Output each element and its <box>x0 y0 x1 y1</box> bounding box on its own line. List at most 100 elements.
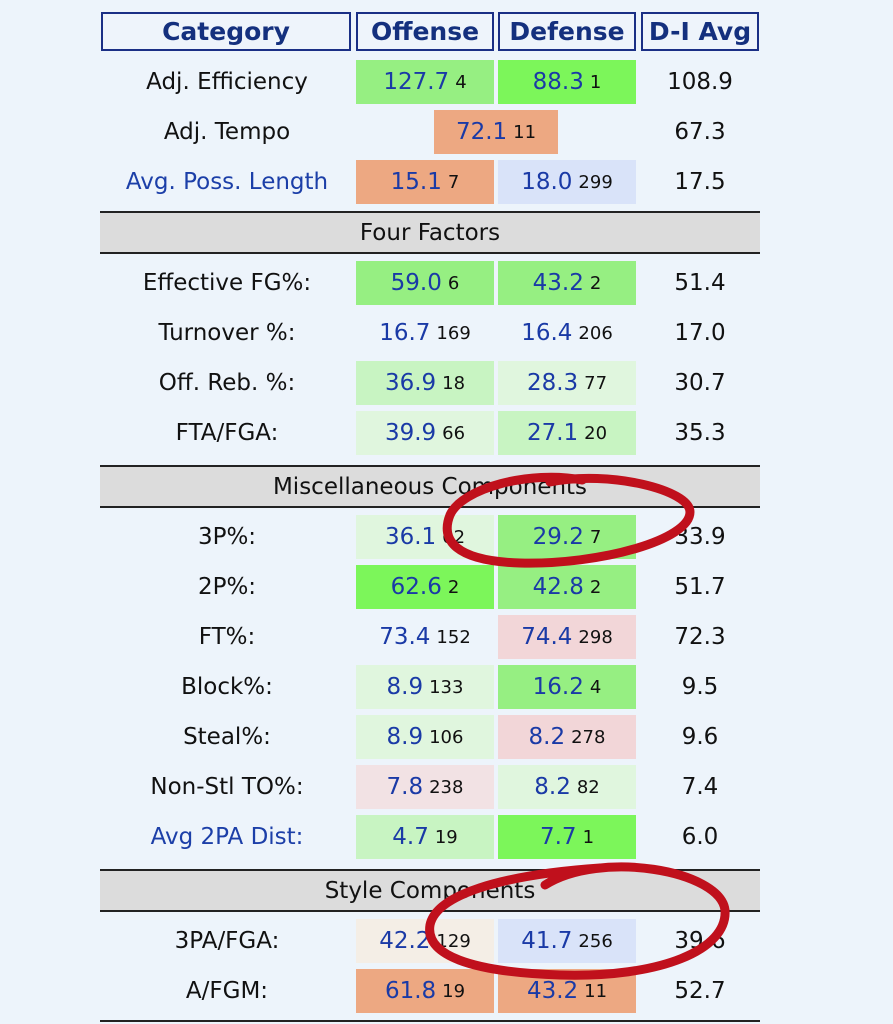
offense-cell: 15.1 7 <box>356 160 494 204</box>
rank: 4 <box>455 71 467 93</box>
header-offense: Offense <box>356 12 494 51</box>
value: 8.9 <box>386 674 424 700</box>
value: 43.2 <box>526 978 579 1004</box>
defense-cell: 28.3 77 <box>498 361 636 405</box>
rank: 11 <box>584 980 608 1002</box>
row-label: A/FGM: <box>185 978 269 1004</box>
defense-cell: 16.2 4 <box>498 665 636 709</box>
row-label: 2P%: <box>197 574 257 600</box>
row-label[interactable]: Avg 2PA Dist: <box>150 824 304 850</box>
offense-cell: 8.9 133 <box>356 665 494 709</box>
rank: 82 <box>576 776 600 798</box>
value: 88.3 <box>532 69 584 95</box>
offense-cell: 16.7 169 <box>356 311 494 355</box>
di-avg-cell: 9.5 <box>681 674 719 700</box>
rank: 11 <box>513 121 537 143</box>
value: 8.2 <box>528 724 566 750</box>
defense-cell: 7.7 1 <box>498 815 636 859</box>
rank: 62 <box>442 526 466 548</box>
value: 7.7 <box>539 824 577 850</box>
di-avg-cell: 51.7 <box>674 574 726 600</box>
value: 28.3 <box>526 370 579 396</box>
rank: 66 <box>442 422 466 444</box>
offense-cell: 8.9 106 <box>356 715 494 759</box>
row-label: 3PA/FGA: <box>174 928 280 954</box>
defense-cell: 18.0 299 <box>498 160 636 204</box>
rank: 1 <box>589 71 602 93</box>
value: 15.1 <box>390 169 442 195</box>
header-defense: Defense <box>498 12 636 51</box>
defense-cell: 8.2 82 <box>498 765 636 809</box>
defense-cell: 43.2 2 <box>498 261 636 305</box>
di-avg-cell: 30.7 <box>674 370 726 396</box>
rank: 7 <box>447 171 460 193</box>
defense-cell: 8.2 278 <box>498 715 636 759</box>
row-label: Effective FG%: <box>142 270 312 296</box>
offense-cell: 7.8 238 <box>356 765 494 809</box>
rank: 6 <box>447 272 460 294</box>
header-category: Category <box>101 12 351 51</box>
defense-cell: 74.4 298 <box>498 615 636 659</box>
section-header: Four Factors <box>100 211 760 254</box>
value: 61.8 <box>384 978 437 1004</box>
di-avg-cell: 33.9 <box>674 524 726 550</box>
value: 8.2 <box>534 774 571 800</box>
value: 18.0 <box>521 169 573 195</box>
defense-cell: 29.2 7 <box>498 515 636 559</box>
offense-cell: 73.4 152 <box>356 615 494 659</box>
value: 4.7 <box>392 824 429 850</box>
row-label: Adj. Efficiency <box>146 69 308 95</box>
rank: 133 <box>429 676 464 698</box>
value: 27.1 <box>526 420 579 446</box>
row-label: Adj. Tempo <box>163 119 291 145</box>
offense-cell: 61.8 19 <box>356 969 494 1013</box>
row-label: Block%: <box>181 674 273 700</box>
rank: 169 <box>436 322 471 344</box>
row-label: Off. Reb. %: <box>158 370 296 396</box>
rank: 238 <box>429 776 464 798</box>
offense-cell: 36.1 62 <box>356 515 494 559</box>
value: 16.2 <box>532 674 584 700</box>
rank: 4 <box>589 676 602 698</box>
offense-cell: 36.9 18 <box>356 361 494 405</box>
value: 42.8 <box>532 574 584 600</box>
offense-cell: 59.0 6 <box>356 261 494 305</box>
di-avg-cell: 51.4 <box>674 270 726 296</box>
value: 74.4 <box>521 624 573 650</box>
row-label: Turnover %: <box>158 320 296 346</box>
value: 72.1 <box>455 119 508 145</box>
rank: 19 <box>442 980 466 1002</box>
table-bottom-border <box>100 1020 760 1022</box>
rank: 18 <box>442 372 466 394</box>
value: 41.7 <box>521 928 573 954</box>
defense-cell: 27.1 20 <box>498 411 636 455</box>
rank: 298 <box>578 626 613 648</box>
value: 16.7 <box>379 320 431 346</box>
row-label: FT%: <box>198 624 256 650</box>
row-label[interactable]: Avg. Poss. Length <box>125 169 329 195</box>
offense-cell: 62.6 2 <box>356 565 494 609</box>
value: 59.0 <box>390 270 442 296</box>
value: 73.4 <box>379 624 431 650</box>
di-avg-cell: 108.9 <box>667 69 733 95</box>
value: 36.9 <box>384 370 437 396</box>
offense-cell: 127.7 4 <box>356 60 494 104</box>
rank: 77 <box>584 372 608 394</box>
rank: 19 <box>434 826 458 848</box>
rank: 256 <box>578 930 613 952</box>
value: 39.9 <box>384 420 437 446</box>
value: 42.2 <box>379 928 431 954</box>
defense-cell: 43.2 11 <box>498 969 636 1013</box>
di-avg-cell: 7.4 <box>681 774 719 800</box>
di-avg-cell: 72.3 <box>674 624 726 650</box>
offense-cell: 42.2 129 <box>356 919 494 963</box>
di-avg-cell: 67.3 <box>674 119 726 145</box>
row-label: FTA/FGA: <box>175 420 279 446</box>
value: 127.7 <box>383 69 450 95</box>
defense-cell: 41.7 256 <box>498 919 636 963</box>
value: 62.6 <box>390 574 442 600</box>
defense-cell: 42.8 2 <box>498 565 636 609</box>
defense-cell: 16.4 206 <box>498 311 636 355</box>
rank: 152 <box>436 626 471 648</box>
